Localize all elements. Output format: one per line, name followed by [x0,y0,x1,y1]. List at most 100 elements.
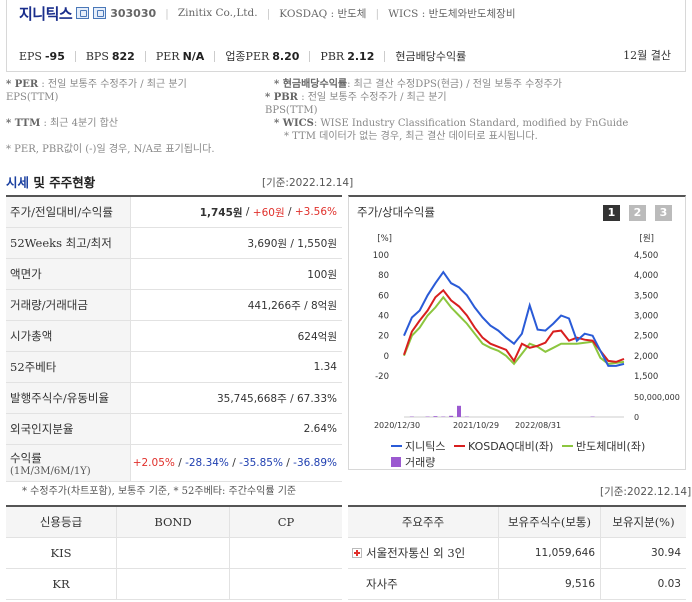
market-date: [기준:2022.12.14] [262,177,354,189]
returns-period: (1M/3M/6M/1Y) [10,465,91,477]
table-footnote: * 수정주가(차트포함), 보통주 기준, * 52주베타: 주간수익률 기준 [22,486,297,497]
price-change-rate: +3.56% [294,206,337,218]
market-sector: KOSDAQ : 반도체 [279,7,367,20]
price-change: +60원 [252,206,285,219]
credit-rating-table: 신용등급 BOND CP KIS KR [6,505,342,600]
legend-volume: 거래량 [391,454,435,470]
row-value: 624억원 [297,330,337,343]
expand-plus-icon[interactable] [352,548,362,558]
table-row: 액면가 100원 [6,259,342,290]
row-label: 시가총액 [6,321,131,351]
table-row: 외국인지분율 2.64% [6,414,342,445]
x-tick-label: 2022/08/31 [515,421,561,430]
home-icon[interactable] [76,7,90,19]
bps-label: BPS [85,49,109,63]
row-value: 2.64% [303,423,337,435]
stock-code: 303030 [110,6,157,20]
right-tick-label: 3,000 [634,312,658,322]
note-dividend: * 현금배당수익률: 최근 결산 수정DPS(현금) / 전일 보통주 수정주가 [274,79,562,90]
right-tick-label: 1,500 [634,372,658,382]
row-value: 100원 [307,268,337,281]
left-axis-unit: [%] [377,234,392,244]
table-row: 52Weeks 최고/최저 3,690원 / 1,550원 [6,228,342,259]
sector-relative-line [403,295,625,366]
ownership-pct: 30.94 [650,547,681,559]
left-tick-label: 20 [378,332,389,342]
table-row: 시가총액 624억원 [6,321,342,352]
table-row: KIS [6,538,342,569]
key-metrics: EPS -95 BPS 822 PER N/A 업종PER 8.20 PBR 2… [19,47,469,65]
pbr-value: 2.12 [347,49,375,63]
agency-name: KR [6,569,117,599]
chart-page-1-button[interactable]: 1 [603,205,620,221]
row-label: 거래량/거래대금 [6,290,131,320]
return-1m: +2.05% [132,457,175,469]
return-3m: -28.34% [185,457,229,469]
bps-value: 822 [111,49,135,63]
legend-sector: 반도체대비(좌) [561,438,645,454]
settlement-month: 12월 결산 [623,49,671,62]
chart-title: 주가/상대수익률 [357,205,435,219]
row-value: 3,690원 / 1,550원 [247,237,337,250]
note-wics: * WICS: WISE Industry Classification Sta… [274,118,629,129]
row-label: 액면가 [6,259,131,289]
ownership-pct: 0.03 [657,578,681,590]
company-english-name: Zinitix Co.,Ltd. [177,7,258,19]
right-tick-label: 3,500 [634,291,658,301]
col-header: BOND [117,507,230,537]
note-per: * PER : 전일 보통주 수정주가 / 최근 분기 [6,79,187,90]
eps-value: -95 [44,49,65,63]
row-label: 외국인지분율 [6,414,131,444]
chart-page-3-button[interactable]: 3 [655,205,672,221]
x-tick-label: 2021/10/29 [453,421,499,430]
industry-per-value: 8.20 [272,49,300,63]
shareholder-date: [기준:2022.12.14] [600,486,692,498]
right-tick-label: 4,500 [634,251,658,261]
right-tick-label: 4,000 [634,271,658,281]
left-tick-label: 40 [378,312,389,322]
legend-kosdaq: KOSDAQ대비(좌) [453,438,553,454]
section-title: 시세 및 주주현황 [6,175,96,190]
chart-page-2-button[interactable]: 2 [629,205,646,221]
legend-stock: 지니틱스 [391,438,445,454]
table-header: 신용등급 BOND CP [6,507,342,538]
row-label: 52주베타 [6,352,131,382]
shares-held: 9,516 [499,569,601,599]
x-tick-label: 2020/12/30 [374,421,420,430]
row-value: 35,745,668주 / 67.33% [216,392,337,405]
note-per-2: EPS(TTM) [6,92,59,103]
stock-return-line [403,270,625,367]
bond-rating [117,569,230,599]
volume-bar [433,416,438,417]
table-row: 자사주 9,516 0.03 [348,569,686,600]
note-ttm: * TTM : 최근 4분기 합산 [6,118,118,129]
table-row: 발행주식수/유동비율 35,745,668주 / 67.33% [6,383,342,414]
eps-label: EPS [19,49,42,63]
table-row: KR [6,569,342,600]
chart-legend: 지니틱스 KOSDAQ대비(좌) 반도체대비(좌) 거래량 [391,437,650,470]
right-tick-label: 2,500 [634,332,658,342]
per-label: PER [155,49,180,63]
left-tick-label: 0 [384,352,389,362]
volume-bar [449,415,454,417]
return-6m: -35.85% [239,457,283,469]
row-value: 1.34 [313,361,337,373]
note-ttm-missing: * TTM 데이터가 없는 경우, 최근 결산 데이터로 표시됩니다. [284,131,538,142]
note-na: * PER, PBR값이 (-)일 경우, N/A로 표기됩니다. [6,144,215,155]
table-row: 52주베타 1.34 [6,352,342,383]
company-name: 지니틱스 [19,4,73,23]
agency-name: KIS [6,538,117,568]
col-header: CP [230,507,342,537]
chart-panel: 주가/상대수익률 1 2 3 [%] [원] 100 80 60 40 20 0 -20 4,50… [348,195,686,470]
pbr-label: PBR [320,49,345,63]
ir-icon[interactable] [93,7,107,19]
shareholder-name: 서울전자통신 외 3인 [366,546,466,560]
col-header: 신용등급 [6,507,117,537]
table-row: 거래량/거래대금 441,266주 / 8억원 [6,290,342,321]
row-label: 발행주식수/유동비율 [6,383,131,413]
shareholder-table: 주요주주 보유주식수(보통) 보유지분(%) 서울전자통신 외 3인 11,05… [348,505,686,600]
note-pbr-2: BPS(TTM) [265,105,318,116]
table-row: 수익률 (1M/3M/6M/1Y) +2.05% / -28.34% / -35… [6,445,342,482]
shares-held: 11,059,646 [499,538,601,568]
row-label: 주가/전일대비/수익률 [6,197,131,227]
